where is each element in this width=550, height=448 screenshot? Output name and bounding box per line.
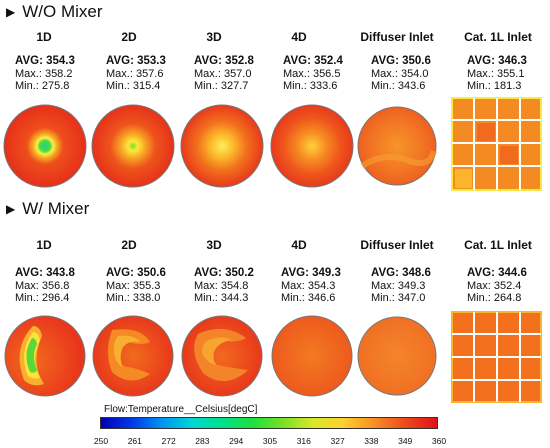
contour-disk <box>91 104 175 188</box>
legend-tick: 327 <box>330 436 345 446</box>
legend-tick: 250 <box>93 436 109 446</box>
min-value: Min.: 181.3 <box>467 80 522 92</box>
avg-value: AVG: 350.6 <box>106 267 166 279</box>
legend-tick: 316 <box>296 436 311 446</box>
stats-block: AVG: 353.3 Max.: 357.6 Min.: 315.4 <box>106 55 166 93</box>
max-value: Max: 354.3 <box>281 279 336 292</box>
col-label-3d: 3D <box>206 238 222 252</box>
max-value: Max.: 357.6 <box>106 67 164 80</box>
avg-value: AVG: 348.6 <box>371 267 431 279</box>
col-label-1d: 1D <box>36 238 52 252</box>
max-value: Max: 355.3 <box>106 279 161 292</box>
avg-value: AVG: 353.3 <box>106 55 166 67</box>
contour-disk <box>271 315 353 397</box>
min-value: Min.: 346.6 <box>281 292 336 304</box>
max-value: Max: 349.3 <box>371 279 426 292</box>
stats-block: AVG: 343.8 Max: 356.8 Min.: 296.4 <box>15 267 75 305</box>
col-label-2d: 2D <box>121 238 137 252</box>
col-label-3d: 3D <box>206 30 222 44</box>
min-value: Min.: 296.4 <box>15 292 70 304</box>
legend-tick: 360 <box>431 436 447 446</box>
min-value: Min.: 315.4 <box>106 80 161 92</box>
legend-tick: 272 <box>161 436 176 446</box>
contour-disk <box>3 104 87 188</box>
min-value: Min.: 264.8 <box>467 292 522 304</box>
stats-block: AVG: 346.3 Max.: 355.1 Min.: 181.3 <box>467 55 527 93</box>
col-label-cat-1l-inlet: Cat. 1L Inlet <box>464 30 532 44</box>
contour-disk <box>180 104 264 188</box>
avg-value: AVG: 350.6 <box>371 55 431 67</box>
col-label-cat-1l-inlet: Cat. 1L Inlet <box>464 238 532 252</box>
contour-disk <box>92 315 174 397</box>
legend-tick: 294 <box>229 436 244 446</box>
max-value: Max.: 355.1 <box>467 67 525 80</box>
stats-block: AVG: 350.6 Max.: 354.0 Min.: 343.6 <box>371 55 431 93</box>
avg-value: AVG: 349.3 <box>281 267 341 279</box>
min-value: Min.: 344.3 <box>194 292 249 304</box>
legend-tick: 283 <box>195 436 210 446</box>
contour-disk <box>357 316 437 396</box>
min-value: Min.: 275.8 <box>15 80 70 92</box>
max-value: Max.: 356.5 <box>283 67 341 80</box>
legend-title: Flow:Temperature__Celsius[degC] <box>104 404 258 415</box>
legend-tick: 338 <box>364 436 379 446</box>
stats-block: AVG: 344.6 Max: 352.4 Min.: 264.8 <box>467 267 527 305</box>
triangle-bullet-icon: ▶ <box>6 202 16 216</box>
contour-row-without-mixer <box>3 97 542 191</box>
color-scale-bar <box>100 417 438 429</box>
legend-tick: 305 <box>262 436 278 446</box>
triangle-bullet-icon: ▶ <box>6 5 16 19</box>
stats-block: AVG: 350.2 Max: 354.8 Min.: 344.3 <box>194 267 254 305</box>
avg-value: AVG: 354.3 <box>15 55 75 67</box>
max-value: Max.: 354.0 <box>371 67 429 80</box>
section-title-with-mixer: ▶ W/ Mixer <box>6 199 89 219</box>
col-label-diffuser-inlet: Diffuser Inlet <box>360 30 434 44</box>
min-value: Min.: 347.0 <box>371 292 426 304</box>
max-value: Max: 352.4 <box>467 279 522 292</box>
stats-block: AVG: 352.8 Max.: 357.0 Min.: 327.7 <box>194 55 254 93</box>
avg-value: AVG: 352.8 <box>194 55 254 67</box>
stats-block: AVG: 352.4 Max.: 356.5 Min.: 333.6 <box>283 55 343 93</box>
min-value: Min.: 333.6 <box>283 80 338 92</box>
avg-value: AVG: 352.4 <box>283 55 343 67</box>
contour-disk <box>357 106 437 186</box>
contour-disk <box>4 315 86 397</box>
contour-disk <box>270 104 354 188</box>
col-label-diffuser-inlet: Diffuser Inlet <box>360 238 434 252</box>
avg-value: AVG: 344.6 <box>467 267 527 279</box>
catalyst-grid <box>451 97 542 191</box>
col-label-1d: 1D <box>36 30 52 44</box>
legend-tick: 261 <box>127 436 142 446</box>
avg-value: AVG: 343.8 <box>15 267 75 279</box>
avg-value: AVG: 346.3 <box>467 55 527 67</box>
section-title-without-mixer: ▶ W/O Mixer <box>6 2 103 22</box>
max-value: Max: 356.8 <box>15 279 70 292</box>
max-value: Max: 354.8 <box>194 279 249 292</box>
catalyst-grid <box>451 311 542 403</box>
stats-block: AVG: 349.3 Max: 354.3 Min.: 346.6 <box>281 267 341 305</box>
stats-block: AVG: 348.6 Max: 349.3 Min.: 347.0 <box>371 267 431 305</box>
stats-block: AVG: 350.6 Max: 355.3 Min.: 338.0 <box>106 267 166 305</box>
contour-row-with-mixer <box>4 311 542 403</box>
legend-tick: 349 <box>398 436 413 446</box>
contour-disk <box>181 315 263 397</box>
stats-block: AVG: 354.3 Max.: 358.2 Min.: 275.8 <box>15 55 75 93</box>
min-value: Min.: 327.7 <box>194 80 249 92</box>
col-label-4d: 4D <box>291 30 307 44</box>
section-title-text: W/O Mixer <box>22 2 103 21</box>
min-value: Min.: 343.6 <box>371 80 426 92</box>
max-value: Max.: 358.2 <box>15 67 73 80</box>
col-label-2d: 2D <box>121 30 137 44</box>
section-title-text: W/ Mixer <box>22 199 90 218</box>
avg-value: AVG: 350.2 <box>194 267 254 279</box>
col-label-4d: 4D <box>291 238 307 252</box>
max-value: Max.: 357.0 <box>194 67 252 80</box>
min-value: Min.: 338.0 <box>106 292 161 304</box>
